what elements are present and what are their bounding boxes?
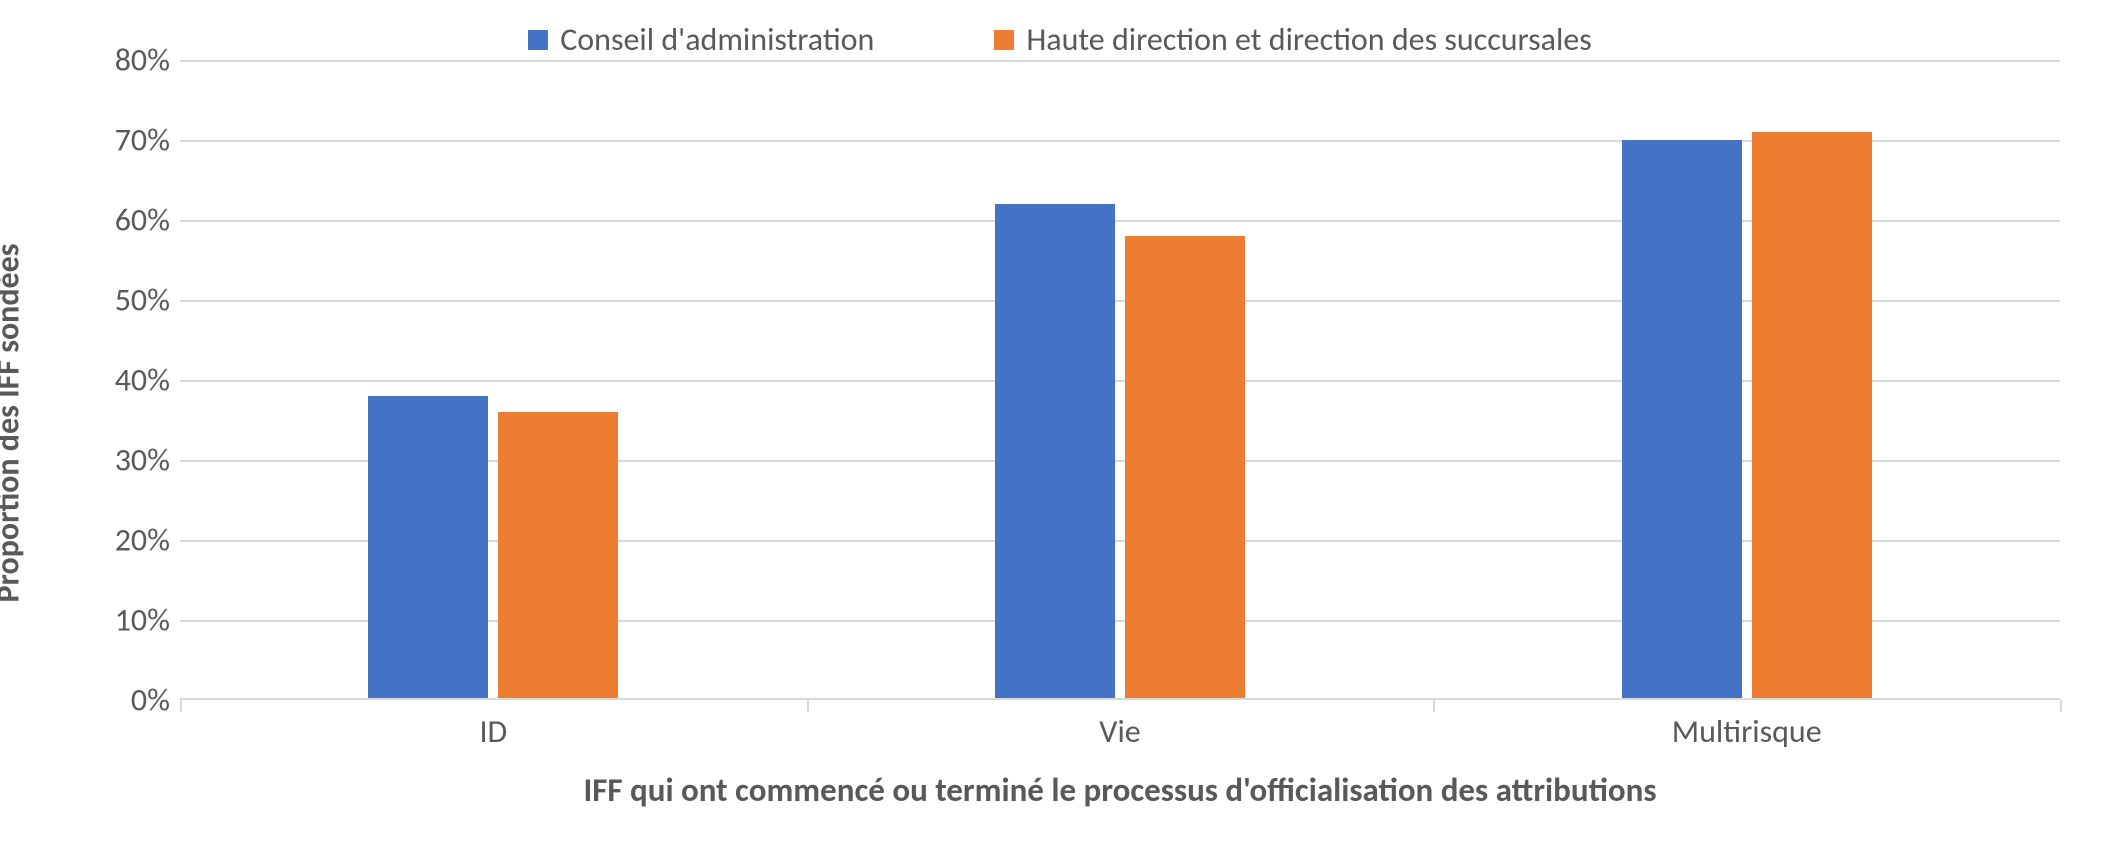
- x-axis-line: [180, 698, 2060, 700]
- x-tick-label: ID: [180, 712, 807, 751]
- legend-swatch-s1: [528, 30, 548, 50]
- y-tick-label: 10%: [115, 601, 170, 640]
- y-tick-label: 30%: [115, 441, 170, 480]
- legend-item-s2: Haute direction et direction des succurs…: [994, 20, 1591, 59]
- bar-s2: [1125, 236, 1245, 700]
- y-tick-label: 40%: [115, 361, 170, 400]
- bar-group: [1433, 60, 2060, 700]
- x-tick-label: Vie: [807, 712, 1434, 751]
- legend-swatch-s2: [994, 30, 1014, 50]
- bar-s2: [1752, 132, 1872, 700]
- y-tick-label: 20%: [115, 521, 170, 560]
- plot-area: 0%10%20%30%40%50%60%70%80%: [180, 60, 2060, 700]
- bar-group: [807, 60, 1434, 700]
- x-tick: [807, 700, 809, 712]
- y-tick-label: 0%: [131, 681, 170, 720]
- y-tick-label: 80%: [115, 41, 170, 80]
- x-tick-label: Multirisque: [1433, 712, 2060, 751]
- legend-label-s2: Haute direction et direction des succurs…: [1026, 20, 1591, 59]
- bar-s1: [1622, 140, 1742, 700]
- y-tick-label: 60%: [115, 201, 170, 240]
- y-axis-title: Proportion des IFF sondées: [0, 243, 28, 602]
- legend-label-s1: Conseil d'administration: [560, 20, 874, 59]
- x-axis-labels: IDVieMultirisque: [180, 712, 2060, 751]
- legend: Conseil d'administration Haute direction…: [0, 20, 2120, 59]
- y-tick-label: 50%: [115, 281, 170, 320]
- x-tick: [180, 700, 182, 712]
- legend-item-s1: Conseil d'administration: [528, 20, 874, 59]
- bar-s1: [995, 204, 1115, 700]
- bar-groups: [180, 60, 2060, 700]
- bar-chart: Conseil d'administration Haute direction…: [0, 0, 2120, 846]
- x-tick: [2060, 700, 2062, 712]
- y-tick-label: 70%: [115, 121, 170, 160]
- bar-s2: [498, 412, 618, 700]
- bar-group: [180, 60, 807, 700]
- bar-s1: [368, 396, 488, 700]
- x-axis-title: IFF qui ont commencé ou terminé le proce…: [180, 770, 2060, 810]
- x-tick: [1433, 700, 1435, 712]
